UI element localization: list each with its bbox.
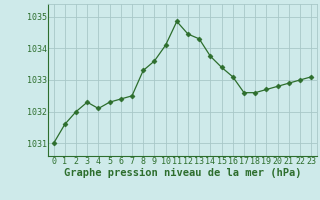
X-axis label: Graphe pression niveau de la mer (hPa): Graphe pression niveau de la mer (hPa) xyxy=(64,168,301,178)
